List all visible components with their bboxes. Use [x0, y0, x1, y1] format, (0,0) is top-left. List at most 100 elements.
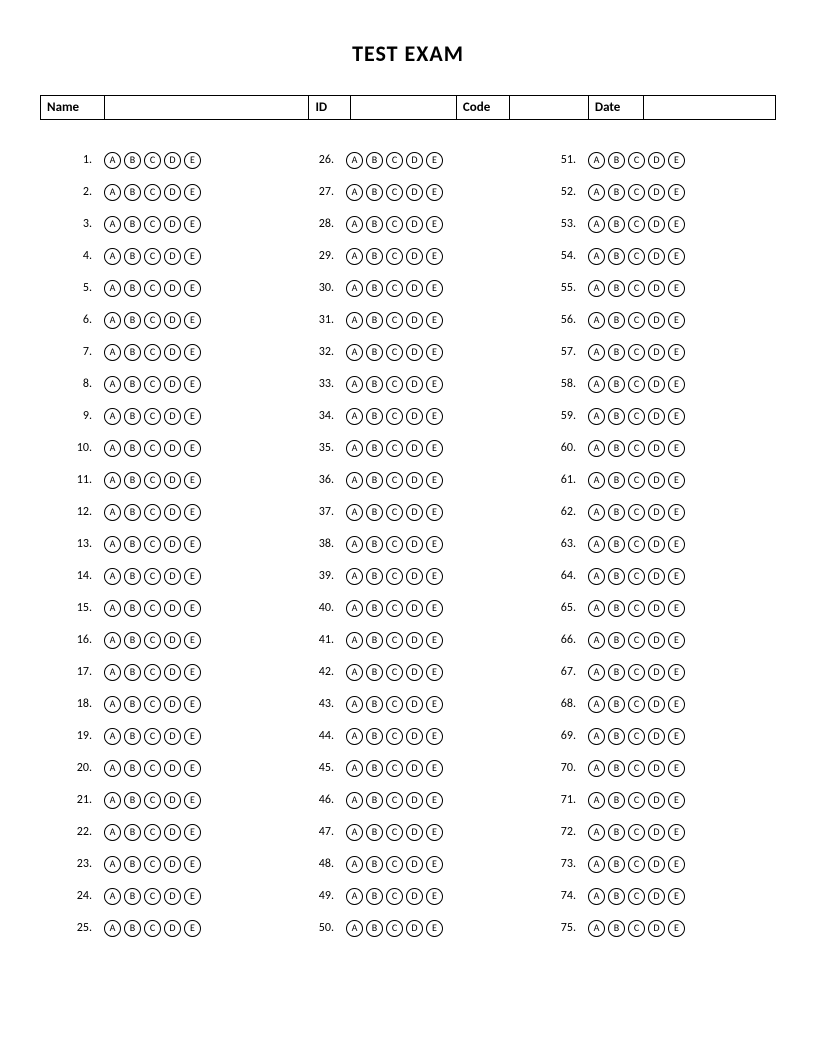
bubble-e[interactable]: E — [668, 536, 685, 553]
bubble-e[interactable]: E — [426, 920, 443, 937]
bubble-a[interactable]: A — [588, 664, 605, 681]
bubble-d[interactable]: D — [406, 696, 423, 713]
bubble-c[interactable]: C — [386, 408, 403, 425]
bubble-c[interactable]: C — [144, 888, 161, 905]
bubble-d[interactable]: D — [164, 568, 181, 585]
bubble-a[interactable]: A — [104, 632, 121, 649]
bubble-a[interactable]: A — [104, 696, 121, 713]
bubble-e[interactable]: E — [426, 536, 443, 553]
bubble-d[interactable]: D — [406, 600, 423, 617]
bubble-e[interactable]: E — [184, 248, 201, 265]
bubble-d[interactable]: D — [648, 248, 665, 265]
bubble-d[interactable]: D — [648, 312, 665, 329]
bubble-e[interactable]: E — [184, 888, 201, 905]
bubble-a[interactable]: A — [104, 152, 121, 169]
bubble-e[interactable]: E — [426, 376, 443, 393]
bubble-a[interactable]: A — [104, 856, 121, 873]
bubble-a[interactable]: A — [346, 632, 363, 649]
bubble-e[interactable]: E — [668, 472, 685, 489]
bubble-d[interactable]: D — [164, 440, 181, 457]
bubble-b[interactable]: B — [124, 696, 141, 713]
bubble-a[interactable]: A — [346, 472, 363, 489]
bubble-a[interactable]: A — [588, 920, 605, 937]
bubble-c[interactable]: C — [628, 824, 645, 841]
bubble-e[interactable]: E — [184, 280, 201, 297]
bubble-d[interactable]: D — [164, 536, 181, 553]
bubble-a[interactable]: A — [346, 920, 363, 937]
bubble-b[interactable]: B — [124, 664, 141, 681]
bubble-a[interactable]: A — [588, 824, 605, 841]
bubble-e[interactable]: E — [668, 856, 685, 873]
bubble-a[interactable]: A — [346, 760, 363, 777]
bubble-a[interactable]: A — [346, 152, 363, 169]
bubble-b[interactable]: B — [124, 408, 141, 425]
bubble-b[interactable]: B — [608, 920, 625, 937]
bubble-c[interactable]: C — [628, 632, 645, 649]
bubble-b[interactable]: B — [124, 184, 141, 201]
bubble-e[interactable]: E — [426, 504, 443, 521]
bubble-d[interactable]: D — [406, 568, 423, 585]
bubble-c[interactable]: C — [144, 344, 161, 361]
bubble-c[interactable]: C — [628, 536, 645, 553]
bubble-b[interactable]: B — [366, 824, 383, 841]
bubble-a[interactable]: A — [346, 728, 363, 745]
bubble-a[interactable]: A — [588, 440, 605, 457]
bubble-e[interactable]: E — [426, 664, 443, 681]
bubble-e[interactable]: E — [184, 216, 201, 233]
bubble-a[interactable]: A — [346, 824, 363, 841]
bubble-d[interactable]: D — [648, 568, 665, 585]
bubble-b[interactable]: B — [366, 600, 383, 617]
bubble-b[interactable]: B — [366, 920, 383, 937]
bubble-e[interactable]: E — [184, 728, 201, 745]
bubble-e[interactable]: E — [426, 216, 443, 233]
bubble-c[interactable]: C — [144, 600, 161, 617]
bubble-d[interactable]: D — [648, 856, 665, 873]
bubble-b[interactable]: B — [366, 376, 383, 393]
bubble-d[interactable]: D — [164, 856, 181, 873]
bubble-d[interactable]: D — [648, 792, 665, 809]
header-input-date[interactable] — [643, 96, 775, 120]
bubble-b[interactable]: B — [124, 152, 141, 169]
bubble-b[interactable]: B — [608, 600, 625, 617]
bubble-b[interactable]: B — [124, 440, 141, 457]
bubble-e[interactable]: E — [184, 664, 201, 681]
bubble-a[interactable]: A — [588, 536, 605, 553]
bubble-c[interactable]: C — [144, 280, 161, 297]
bubble-d[interactable]: D — [648, 632, 665, 649]
bubble-d[interactable]: D — [648, 408, 665, 425]
bubble-d[interactable]: D — [406, 376, 423, 393]
bubble-a[interactable]: A — [346, 440, 363, 457]
bubble-e[interactable]: E — [668, 728, 685, 745]
bubble-d[interactable]: D — [648, 184, 665, 201]
bubble-e[interactable]: E — [184, 344, 201, 361]
bubble-c[interactable]: C — [144, 408, 161, 425]
bubble-c[interactable]: C — [386, 664, 403, 681]
bubble-b[interactable]: B — [366, 184, 383, 201]
bubble-b[interactable]: B — [124, 728, 141, 745]
bubble-e[interactable]: E — [668, 184, 685, 201]
bubble-c[interactable]: C — [628, 504, 645, 521]
bubble-b[interactable]: B — [366, 664, 383, 681]
bubble-a[interactable]: A — [588, 504, 605, 521]
bubble-e[interactable]: E — [668, 696, 685, 713]
bubble-a[interactable]: A — [588, 376, 605, 393]
bubble-e[interactable]: E — [184, 920, 201, 937]
bubble-c[interactable]: C — [628, 920, 645, 937]
bubble-c[interactable]: C — [628, 376, 645, 393]
bubble-d[interactable]: D — [164, 248, 181, 265]
bubble-e[interactable]: E — [668, 280, 685, 297]
bubble-c[interactable]: C — [144, 376, 161, 393]
bubble-e[interactable]: E — [184, 600, 201, 617]
bubble-b[interactable]: B — [124, 792, 141, 809]
bubble-e[interactable]: E — [184, 760, 201, 777]
bubble-e[interactable]: E — [426, 824, 443, 841]
bubble-d[interactable]: D — [164, 792, 181, 809]
bubble-d[interactable]: D — [406, 440, 423, 457]
bubble-b[interactable]: B — [366, 408, 383, 425]
bubble-e[interactable]: E — [668, 792, 685, 809]
bubble-c[interactable]: C — [144, 664, 161, 681]
bubble-d[interactable]: D — [406, 344, 423, 361]
bubble-e[interactable]: E — [426, 696, 443, 713]
bubble-c[interactable]: C — [144, 184, 161, 201]
bubble-c[interactable]: C — [386, 472, 403, 489]
